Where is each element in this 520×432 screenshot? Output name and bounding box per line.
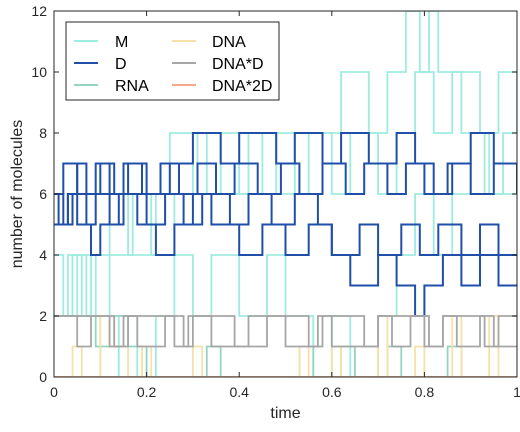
legend-item: DNA — [172, 34, 246, 51]
x-tick-label: 0.8 — [415, 384, 435, 400]
series-line — [54, 132, 517, 226]
y-tick-label: 4 — [39, 247, 47, 263]
y-tick-label: 8 — [39, 125, 47, 141]
legend: MD RNA DNA DNA*D DNA*2D — [65, 21, 280, 101]
x-tick-label: 0.4 — [229, 384, 249, 400]
series-dna-d — [54, 315, 517, 348]
x-axis-title: time — [270, 405, 300, 422]
y-tick-label: 0 — [39, 369, 47, 385]
legend-label: M — [115, 34, 128, 51]
series-line — [54, 315, 517, 348]
x-axis: 0 0.2 0.4 0.6 0.8 1 — [50, 11, 520, 400]
y-tick-label: 12 — [31, 3, 47, 19]
legend-label: D — [115, 56, 127, 73]
legend-label: DNA*D — [212, 56, 264, 73]
y-tick-label: 6 — [39, 186, 47, 202]
y-tick-label: 2 — [39, 308, 47, 324]
series-layer — [54, 11, 517, 377]
legend-item: D — [74, 56, 127, 73]
x-tick-label: 1 — [513, 384, 520, 400]
series-line — [54, 11, 517, 317]
y-axis-title: number of molecules — [9, 120, 26, 269]
legend-item: DNA*2D — [172, 78, 272, 95]
legend-item: DNA*D — [172, 56, 264, 73]
legend-label: RNA — [115, 78, 149, 95]
legend-item: RNA — [74, 78, 149, 95]
legend-item: M — [74, 34, 128, 51]
series-d — [54, 132, 517, 317]
x-tick-label: 0 — [50, 384, 58, 400]
series-line — [54, 162, 517, 195]
legend-label: DNA*2D — [212, 78, 272, 95]
y-axis: 0 2 4 6 8 10 12 — [31, 3, 517, 385]
series-line — [54, 193, 517, 317]
series-line — [54, 315, 517, 348]
legend-label: DNA — [212, 34, 246, 51]
legend-box — [65, 21, 280, 101]
y-tick-label: 10 — [31, 64, 47, 80]
x-tick-label: 0.6 — [322, 384, 342, 400]
x-tick-label: 0.2 — [137, 384, 157, 400]
